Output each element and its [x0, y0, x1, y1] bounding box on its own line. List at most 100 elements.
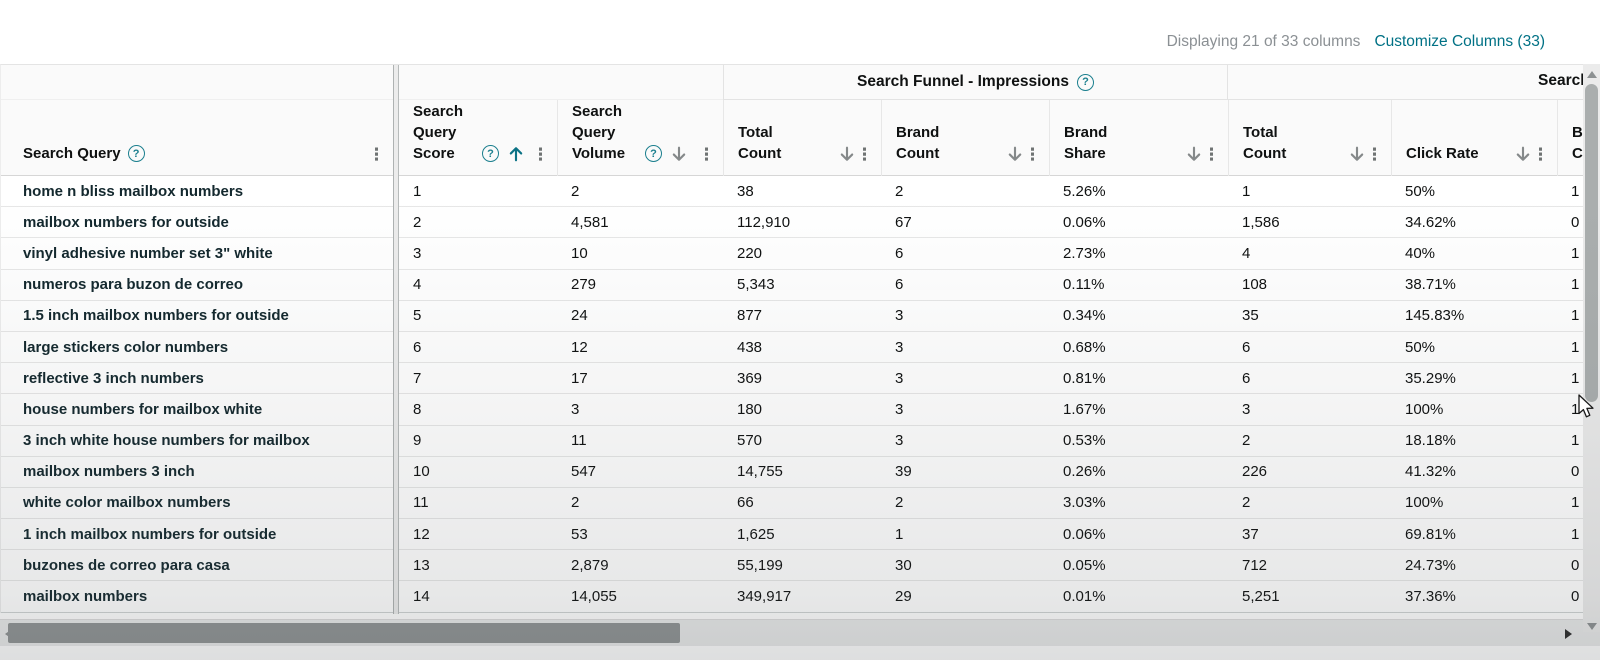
column-menu-icon[interactable]: ⋮ — [1366, 145, 1383, 164]
cell-search-query-score: 6 — [413, 338, 422, 356]
cell-impressions-brand-share: 2.73% — [1063, 244, 1106, 262]
sort-ascending-icon[interactable] — [507, 145, 525, 163]
cell-impressions-total-count: 1,625 — [737, 525, 775, 543]
cell-click-rate: 37.36% — [1405, 588, 1456, 606]
cell-clicks-brand-count-clipped: 0 — [1571, 556, 1580, 574]
cell-click-rate: 100% — [1405, 400, 1444, 418]
vertical-scrollbar[interactable] — [1583, 64, 1600, 646]
column-title: Brand Count — [896, 124, 940, 162]
sort-descending-icon[interactable] — [1185, 145, 1203, 163]
cell-search-query: 1 inch mailbox numbers for outside — [23, 525, 277, 543]
cell-impressions-brand-share: 0.11% — [1063, 276, 1105, 294]
cell-clicks-brand-count-clipped: 1 — [1571, 307, 1580, 325]
table-row: home n bliss mailbox numbers 1 2 38 2 5.… — [1, 176, 1584, 208]
cell-impressions-brand-share: 1.67% — [1063, 400, 1106, 418]
cell-impressions-total-count: 180 — [737, 400, 763, 418]
scroll-up-arrow[interactable] — [1583, 66, 1600, 82]
column-menu-icon[interactable]: ⋮ — [532, 145, 549, 164]
cell-search-query-score: 10 — [413, 463, 430, 481]
cell-impressions-total-count: 55,199 — [737, 556, 783, 574]
table-header: Search Funnel - Impressions ? Search Fun… — [1, 65, 1584, 176]
sort-descending-icon[interactable] — [1006, 145, 1024, 163]
column-header-search-query[interactable]: Search Query ? ⋮ — [1, 65, 393, 176]
vertical-scrollbar-thumb[interactable] — [1585, 84, 1598, 402]
column-header-click-rate[interactable]: Click Rate ⋮ — [1391, 100, 1557, 176]
cell-clicks-total-count: 4 — [1242, 244, 1251, 262]
help-icon[interactable]: ? — [482, 145, 499, 162]
column-title: Search Query Volume — [572, 103, 626, 162]
cell-impressions-brand-count: 39 — [895, 463, 912, 481]
group-header-impressions: Search Funnel - Impressions ? — [723, 65, 1228, 100]
customize-columns-link[interactable]: Customize Columns (33) — [1374, 33, 1545, 50]
sort-descending-icon[interactable] — [1514, 145, 1532, 163]
table-row: reflective 3 inch numbers 7 17 369 3 0.8… — [1, 363, 1584, 395]
cell-clicks-brand-count-clipped: 1 — [1571, 400, 1580, 418]
column-menu-icon[interactable]: ⋮ — [856, 145, 873, 164]
column-header-impressions-total-count[interactable]: Total Count ⋮ — [723, 100, 881, 176]
column-header-impressions-brand-count[interactable]: Brand Count ⋮ — [881, 100, 1049, 176]
scroll-right-arrow[interactable] — [1560, 620, 1576, 647]
cell-search-query-score: 4 — [413, 276, 422, 294]
group-clicks-label: Search Funnel - Clicks — [1538, 72, 1584, 89]
column-menu-icon[interactable]: ⋮ — [1203, 145, 1220, 164]
scroll-down-arrow[interactable] — [1583, 618, 1600, 634]
column-header-clicks-total-count[interactable]: Total Count ⋮ — [1228, 100, 1391, 176]
column-header-impressions-brand-share[interactable]: Brand Share ⋮ — [1049, 100, 1228, 176]
cell-search-query-volume: 547 — [571, 463, 597, 481]
column-header-search-query-volume[interactable]: Search Query Volume ? ⋮ — [557, 100, 723, 176]
cell-search-query-volume: 53 — [571, 525, 588, 543]
table-row: numeros para buzon de correo 4 279 5,343… — [1, 269, 1584, 301]
cell-impressions-brand-count: 3 — [895, 338, 904, 356]
frozen-column-divider[interactable] — [393, 65, 399, 614]
cell-search-query-score: 12 — [413, 525, 430, 543]
cell-click-rate: 40% — [1405, 244, 1436, 262]
cell-clicks-brand-count-clipped: 1 — [1571, 276, 1580, 294]
table-row: white color mailbox numbers 11 2 66 2 3.… — [1, 487, 1584, 520]
cell-clicks-brand-count-clipped: 0 — [1571, 213, 1580, 231]
cell-impressions-brand-share: 3.03% — [1063, 494, 1106, 512]
horizontal-scrollbar[interactable] — [0, 619, 1583, 646]
column-group-row: Search Funnel - Impressions ? Search Fun… — [1, 65, 1584, 100]
cell-impressions-total-count: 112,910 — [737, 213, 791, 231]
cell-impressions-total-count: 38 — [737, 182, 754, 200]
cell-search-query-volume: 24 — [571, 307, 588, 325]
column-header-clicks-brand-count-clipped[interactable]: Brand Count — [1557, 100, 1584, 176]
group-header-clicks: Search Funnel - Clicks — [1228, 65, 1584, 100]
cell-impressions-brand-count: 2 — [895, 494, 904, 512]
table-body: home n bliss mailbox numbers 1 2 38 2 5.… — [1, 176, 1584, 613]
cell-search-query: mailbox numbers — [23, 588, 148, 606]
cell-impressions-total-count: 220 — [737, 244, 763, 262]
column-title: Total Count — [738, 124, 782, 162]
column-menu-icon[interactable]: ⋮ — [1024, 145, 1041, 164]
triangle-up-icon — [1586, 70, 1597, 78]
sort-descending-icon[interactable] — [670, 145, 688, 163]
help-icon[interactable]: ? — [645, 145, 662, 162]
column-title: Total Count — [1243, 124, 1287, 162]
cell-search-query: reflective 3 inch numbers — [23, 369, 204, 387]
horizontal-scrollbar-thumb[interactable] — [8, 623, 680, 643]
column-title: Click Rate — [1406, 145, 1479, 162]
cell-search-query-score: 3 — [413, 244, 422, 262]
cell-click-rate: 35.29% — [1405, 369, 1456, 387]
column-menu-icon[interactable]: ⋮ — [698, 145, 715, 164]
column-title: Brand Share — [1064, 124, 1108, 162]
column-menu-icon[interactable]: ⋮ — [368, 145, 385, 164]
cell-clicks-total-count: 1,586 — [1242, 213, 1280, 231]
cell-clicks-total-count: 226 — [1242, 463, 1268, 481]
cell-impressions-brand-share: 5.26% — [1063, 182, 1106, 200]
table-row: mailbox numbers 14 14,055 349,917 29 0.0… — [1, 581, 1584, 613]
column-header-search-query-score[interactable]: Search Query Score ? ⋮ — [399, 100, 557, 176]
column-menu-icon[interactable]: ⋮ — [1532, 145, 1549, 164]
cell-click-rate: 100% — [1405, 494, 1444, 512]
cell-impressions-total-count: 570 — [737, 432, 763, 450]
cell-search-query-volume: 10 — [571, 244, 588, 262]
cell-click-rate: 38.71% — [1405, 276, 1456, 294]
cell-search-query-score: 9 — [413, 432, 422, 450]
sort-descending-icon[interactable] — [1348, 145, 1366, 163]
help-icon[interactable]: ? — [1076, 73, 1094, 91]
cell-search-query-score: 5 — [413, 307, 422, 325]
sort-descending-icon[interactable] — [838, 145, 856, 163]
help-icon[interactable]: ? — [127, 145, 145, 162]
group-impressions-label: Search Funnel - Impressions — [857, 73, 1069, 90]
